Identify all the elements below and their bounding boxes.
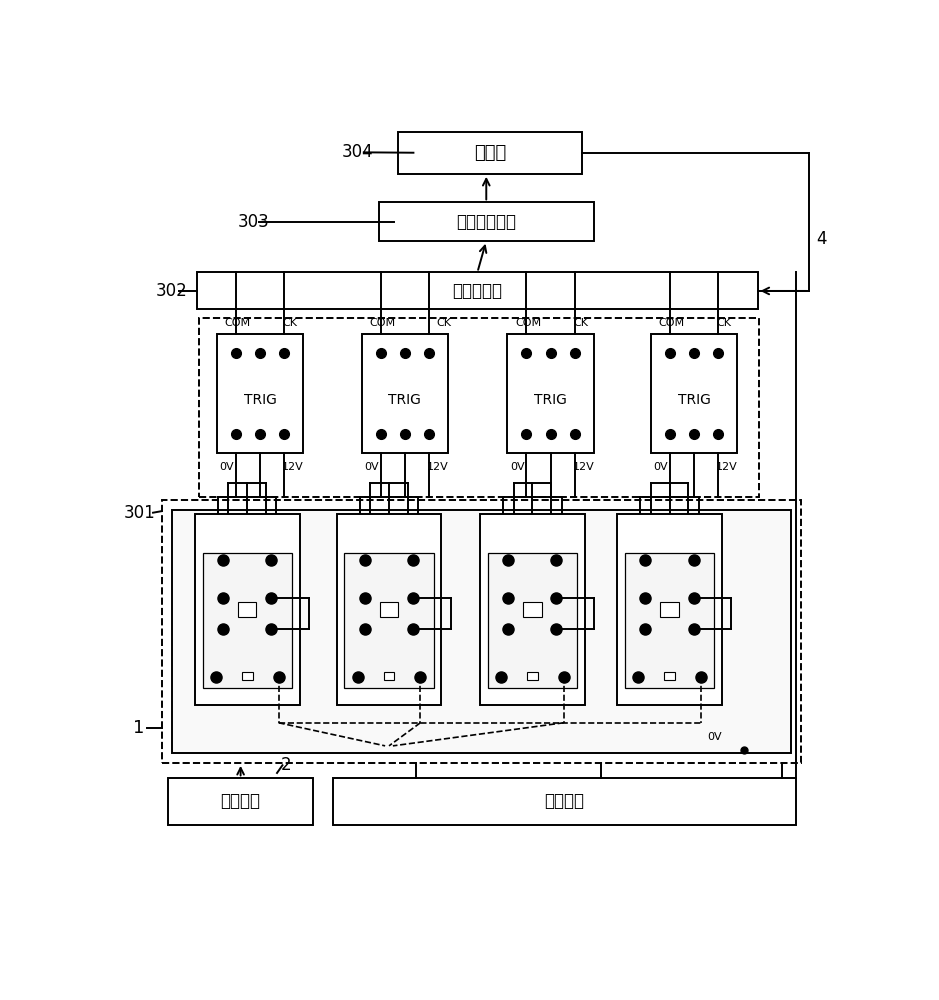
Bar — [617, 514, 722, 705]
Text: 0V: 0V — [364, 462, 379, 472]
Text: TRIG: TRIG — [678, 393, 711, 407]
Text: 0V: 0V — [654, 462, 669, 472]
Text: TRIG: TRIG — [389, 393, 422, 407]
Text: 13: 13 — [695, 635, 707, 645]
Text: 1: 1 — [497, 683, 502, 693]
Text: 303: 303 — [238, 213, 269, 231]
Bar — [172, 510, 791, 753]
Text: CK: CK — [574, 318, 589, 328]
Text: 1: 1 — [211, 683, 217, 693]
Text: 9: 9 — [695, 567, 701, 577]
Text: 1: 1 — [353, 683, 359, 693]
Bar — [507, 334, 594, 453]
Bar — [197, 272, 758, 309]
Text: 4: 4 — [215, 635, 222, 645]
Text: COM: COM — [515, 318, 541, 328]
Text: 11: 11 — [695, 605, 707, 615]
Text: COM: COM — [369, 318, 395, 328]
Bar — [527, 672, 538, 680]
Text: 存储装置: 存储装置 — [545, 792, 584, 810]
Text: 上位机: 上位机 — [474, 144, 506, 162]
Text: 8: 8 — [638, 567, 644, 577]
Bar — [238, 602, 256, 617]
Text: 0V: 0V — [707, 732, 722, 742]
Bar — [199, 318, 759, 497]
Text: CK: CK — [283, 318, 298, 328]
Text: 11: 11 — [273, 605, 285, 615]
Bar — [378, 202, 594, 241]
Bar — [332, 778, 795, 825]
Text: 166: 166 — [414, 683, 433, 693]
Text: 1: 1 — [133, 719, 145, 737]
Text: 13: 13 — [273, 635, 285, 645]
Bar — [168, 778, 314, 825]
Bar — [523, 602, 542, 617]
Bar — [664, 672, 675, 680]
Text: 5: 5 — [357, 605, 363, 615]
Bar — [384, 672, 394, 680]
Text: CK: CK — [437, 318, 452, 328]
Bar — [625, 553, 715, 688]
Bar — [398, 132, 582, 174]
Text: 4: 4 — [638, 635, 644, 645]
Bar — [488, 553, 577, 688]
Text: COM: COM — [658, 318, 685, 328]
Text: 166: 166 — [272, 683, 291, 693]
Text: 12V: 12V — [427, 462, 449, 472]
Text: 166: 166 — [558, 683, 576, 693]
Bar — [362, 334, 448, 453]
Text: 11: 11 — [415, 605, 427, 615]
Text: 166: 166 — [695, 683, 714, 693]
Text: 能源装置: 能源装置 — [221, 792, 261, 810]
Text: 12V: 12V — [716, 462, 738, 472]
Bar — [651, 334, 737, 453]
Bar — [203, 553, 292, 688]
Text: 8: 8 — [357, 567, 363, 577]
Bar — [660, 602, 679, 617]
Text: 0V: 0V — [510, 462, 525, 472]
Bar — [217, 334, 303, 453]
Text: 12V: 12V — [573, 462, 594, 472]
Bar — [162, 500, 801, 763]
Text: 5: 5 — [215, 605, 222, 615]
Bar — [337, 514, 441, 705]
Text: 数据编码器: 数据编码器 — [453, 282, 502, 300]
Text: 302: 302 — [156, 282, 188, 300]
Text: 4: 4 — [500, 635, 507, 645]
Text: 9: 9 — [558, 567, 564, 577]
Text: COM: COM — [224, 318, 251, 328]
Text: 8: 8 — [215, 567, 222, 577]
Text: 0V: 0V — [220, 462, 235, 472]
Bar — [379, 602, 398, 617]
Text: 12V: 12V — [282, 462, 304, 472]
Text: 9: 9 — [273, 567, 279, 577]
Text: 304: 304 — [342, 143, 374, 161]
Bar — [480, 514, 585, 705]
Text: 4: 4 — [357, 635, 363, 645]
Text: TRIG: TRIG — [243, 393, 276, 407]
Text: 5: 5 — [638, 605, 644, 615]
Text: 11: 11 — [558, 605, 570, 615]
Text: 13: 13 — [415, 635, 427, 645]
Bar — [241, 672, 253, 680]
Text: 4: 4 — [816, 230, 827, 248]
Text: 1: 1 — [634, 683, 639, 693]
Text: CK: CK — [716, 318, 731, 328]
Text: 301: 301 — [123, 504, 155, 522]
Text: 5: 5 — [500, 605, 507, 615]
Text: TRIG: TRIG — [534, 393, 567, 407]
Text: 8: 8 — [500, 567, 507, 577]
Text: 13: 13 — [558, 635, 570, 645]
Text: 2: 2 — [281, 756, 292, 774]
Text: 数据转换接口: 数据转换接口 — [456, 213, 516, 231]
Bar — [345, 553, 434, 688]
Text: 9: 9 — [415, 567, 421, 577]
Bar — [195, 514, 300, 705]
